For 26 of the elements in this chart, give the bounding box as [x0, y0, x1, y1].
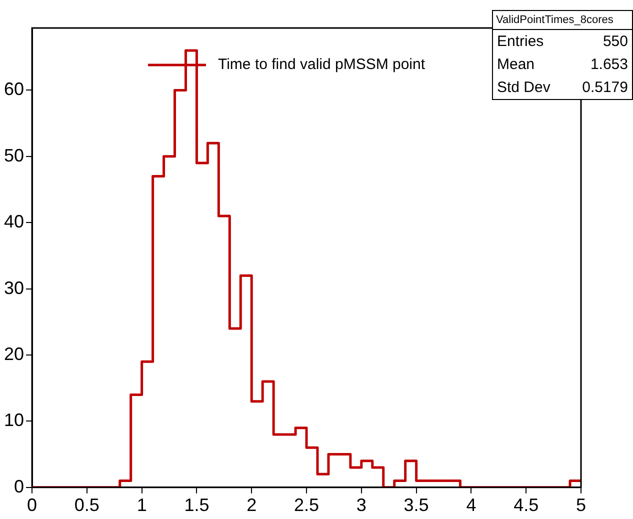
x-tick-label: 2	[246, 495, 257, 516]
x-tick-label: 1	[136, 495, 147, 516]
x-tick-label: 3.5	[404, 495, 429, 516]
x-tick-label: 4	[466, 495, 476, 516]
text: 1.653	[590, 56, 628, 73]
legend-label: Time to find valid pMSSM point	[218, 56, 426, 74]
y-tick-label: 60	[4, 79, 24, 100]
annotation: Mean	[497, 56, 535, 73]
annotation: Std Dev	[497, 79, 550, 96]
y-tick-label: 50	[4, 145, 24, 166]
text: 550	[602, 33, 628, 50]
y-tick-label: 30	[4, 278, 24, 298]
x-tick-label: 5	[576, 495, 586, 516]
annotation: Entries	[497, 33, 544, 50]
x-tick-label: 4.5	[514, 495, 539, 516]
y-tick-label: 10	[4, 410, 24, 430]
y-tick-label: 40	[4, 212, 24, 232]
text: ValidPointTimes_8cores	[493, 11, 632, 30]
x-tick-label: 2.5	[294, 495, 320, 516]
x-tick-label: 1.5	[184, 495, 210, 516]
x-tick-label: 3	[356, 495, 366, 516]
text: 0.5179	[582, 79, 628, 96]
x-tick-label: 0	[27, 495, 38, 516]
x-tick-label: 0.5	[74, 495, 100, 516]
y-tick-label: 0	[14, 476, 24, 496]
y-tick-label: 20	[4, 344, 24, 364]
